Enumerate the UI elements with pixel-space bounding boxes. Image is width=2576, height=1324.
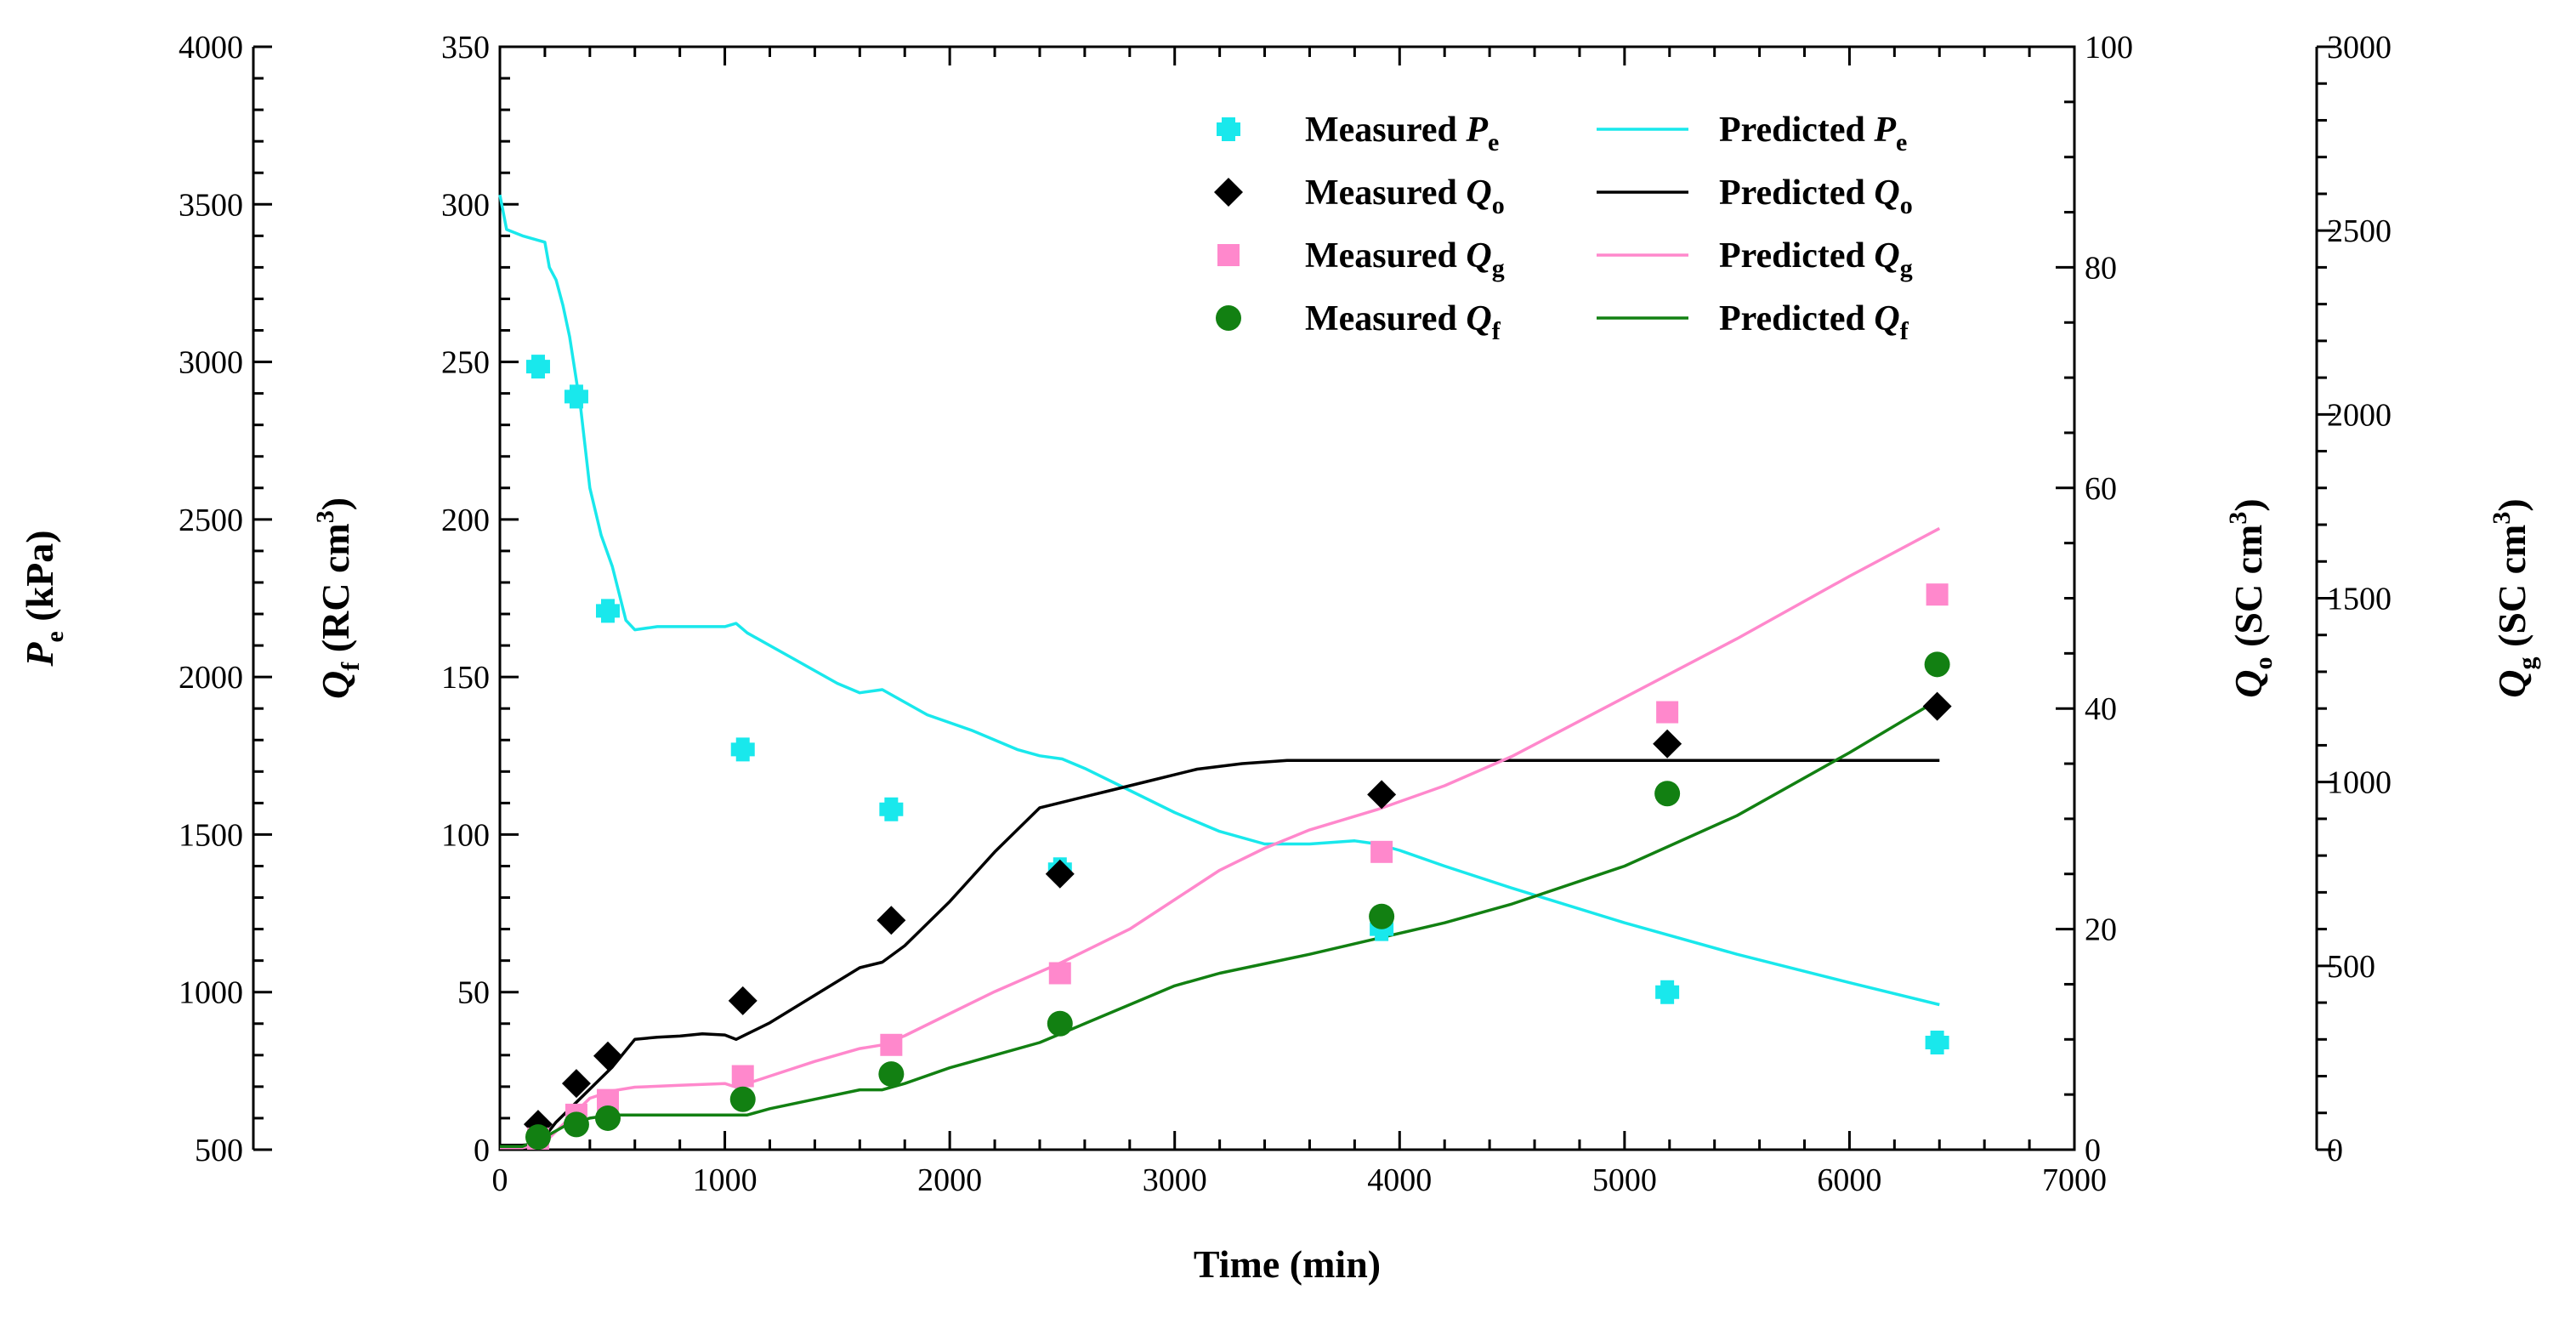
y-axis-title-Qf: Qf (RC cm3): [311, 497, 365, 699]
x-tick-label: 7000: [2042, 1162, 2107, 1198]
legend-label-pQf: Predicted Qf: [1719, 299, 1909, 345]
y-tick-label-Qo: 0: [2085, 1133, 2101, 1168]
predicted-line-Qo: [500, 759, 1940, 1147]
measured-point-Qo: [1653, 729, 1682, 759]
x-axis-title: Time (min): [1194, 1242, 1381, 1286]
x-tick-label: 2000: [917, 1162, 982, 1198]
legend-label-mQg: Measured Qg: [1305, 236, 1505, 282]
legend-label-pQo: Predicted Qo: [1719, 173, 1913, 219]
y-axis-title-Qg: Qg (SC cm3): [2488, 498, 2541, 697]
x-tick-label: 1000: [693, 1162, 757, 1198]
measured-point-Pe: [1925, 1031, 1949, 1055]
y-tick-label-Qg: 3000: [2327, 30, 2392, 65]
y-tick-label-Pe: 1500: [179, 817, 243, 853]
measured-point-Qf: [1047, 1010, 1073, 1037]
legend-marker-Qg: [1217, 244, 1240, 266]
measured-point-Qg: [1048, 962, 1071, 985]
y-tick-label-Qf: 100: [441, 817, 490, 853]
y-tick-label-Pe: 500: [195, 1133, 243, 1168]
measured-point-Pe: [595, 599, 620, 623]
measured-point-Qg: [1370, 840, 1393, 863]
measured-point-Qf: [1369, 903, 1395, 929]
measured-point-Qo: [1045, 859, 1075, 889]
y-tick-label-Pe: 2500: [179, 503, 243, 538]
measured-point-Qo: [593, 1041, 622, 1071]
measured-point-Qf: [525, 1124, 551, 1151]
y-tick-label-Qg: 0: [2327, 1133, 2343, 1168]
measured-point-Pe: [730, 737, 755, 762]
predicted-line-Qg: [500, 526, 1941, 1150]
y-tick-label-Qf: 150: [441, 660, 490, 696]
y-tick-label-Pe: 1000: [179, 975, 243, 1011]
measured-point-Qo: [561, 1069, 591, 1099]
y-tick-label-Qg: 500: [2327, 949, 2375, 985]
measured-point-Qo: [1922, 691, 1952, 721]
measured-point-Pe: [564, 384, 588, 409]
y-tick-label-Pe: 3500: [179, 187, 243, 223]
y-tick-label-Pe: 4000: [179, 30, 243, 65]
measured-point-Qf: [563, 1111, 589, 1138]
x-tick-label: 0: [492, 1162, 508, 1198]
measured-point-Qf: [1654, 781, 1681, 807]
legend-marker-Pe: [1217, 117, 1240, 141]
x-tick-label: 4000: [1367, 1162, 1432, 1198]
measured-point-Qg: [1926, 583, 1949, 606]
legend-label-pPe: Predicted Pe: [1719, 111, 1907, 156]
y-tick-label-Qf: 50: [457, 975, 490, 1011]
legend-label-mQo: Measured Qo: [1305, 173, 1505, 219]
y-tick-label-Qg: 2000: [2327, 397, 2392, 433]
x-tick-label: 6000: [1817, 1162, 1881, 1198]
y-tick-label-Qo: 80: [2085, 250, 2117, 286]
measured-point-Qf: [878, 1061, 905, 1088]
y-tick-label-Qg: 1000: [2327, 765, 2392, 801]
legend-label-mPe: Measured Pe: [1305, 111, 1499, 156]
x-tick-label: 3000: [1143, 1162, 1207, 1198]
legend-label-mQf: Measured Qf: [1305, 299, 1501, 345]
measured-point-Qf: [1924, 651, 1950, 678]
legend-marker-Qf: [1216, 305, 1241, 331]
y-tick-label-Qo: 40: [2085, 691, 2117, 727]
y-tick-label-Qg: 1500: [2327, 582, 2392, 617]
y-tick-label-Qo: 100: [2085, 30, 2133, 65]
measured-point-Pe: [1655, 980, 1680, 1004]
measured-point-Qg: [880, 1033, 903, 1056]
y-axis-title-Qo: Qo (SC cm3): [2224, 498, 2278, 697]
y-tick-label-Qf: 200: [441, 503, 490, 538]
measured-point-Qo: [728, 986, 757, 1015]
measured-point-Pe: [525, 355, 550, 379]
y-tick-label-Qo: 20: [2085, 912, 2117, 948]
y-tick-label-Qf: 250: [441, 345, 490, 381]
measured-series: [523, 355, 1952, 1151]
measured-point-Pe: [879, 797, 904, 821]
y-tick-label-Qo: 60: [2085, 471, 2117, 507]
y-tick-label-Pe: 2000: [179, 660, 243, 696]
measured-point-Qg: [731, 1065, 754, 1088]
y-axis-title-Pe: Pe (kPa): [18, 530, 69, 667]
measured-point-Qg: [1656, 701, 1679, 724]
measured-point-Qo: [1367, 780, 1397, 810]
measured-point-Qf: [729, 1086, 756, 1112]
y-tick-label-Pe: 3000: [179, 345, 243, 381]
legend-marker-Qo: [1214, 178, 1243, 207]
measured-point-Qf: [594, 1105, 621, 1131]
y-tick-label-Qg: 2500: [2327, 213, 2392, 249]
x-tick-label: 5000: [1592, 1162, 1657, 1198]
legend: Measured Pe Predicted Pe Measured Qo Predic…: [1214, 111, 1913, 345]
y-tick-label-Qf: 300: [441, 187, 490, 223]
y-tick-label-Qf: 0: [474, 1133, 490, 1168]
legend-label-pQg: Predicted Qg: [1719, 236, 1913, 282]
measured-point-Qo: [877, 906, 906, 935]
y-tick-label-Qf: 350: [441, 30, 490, 65]
